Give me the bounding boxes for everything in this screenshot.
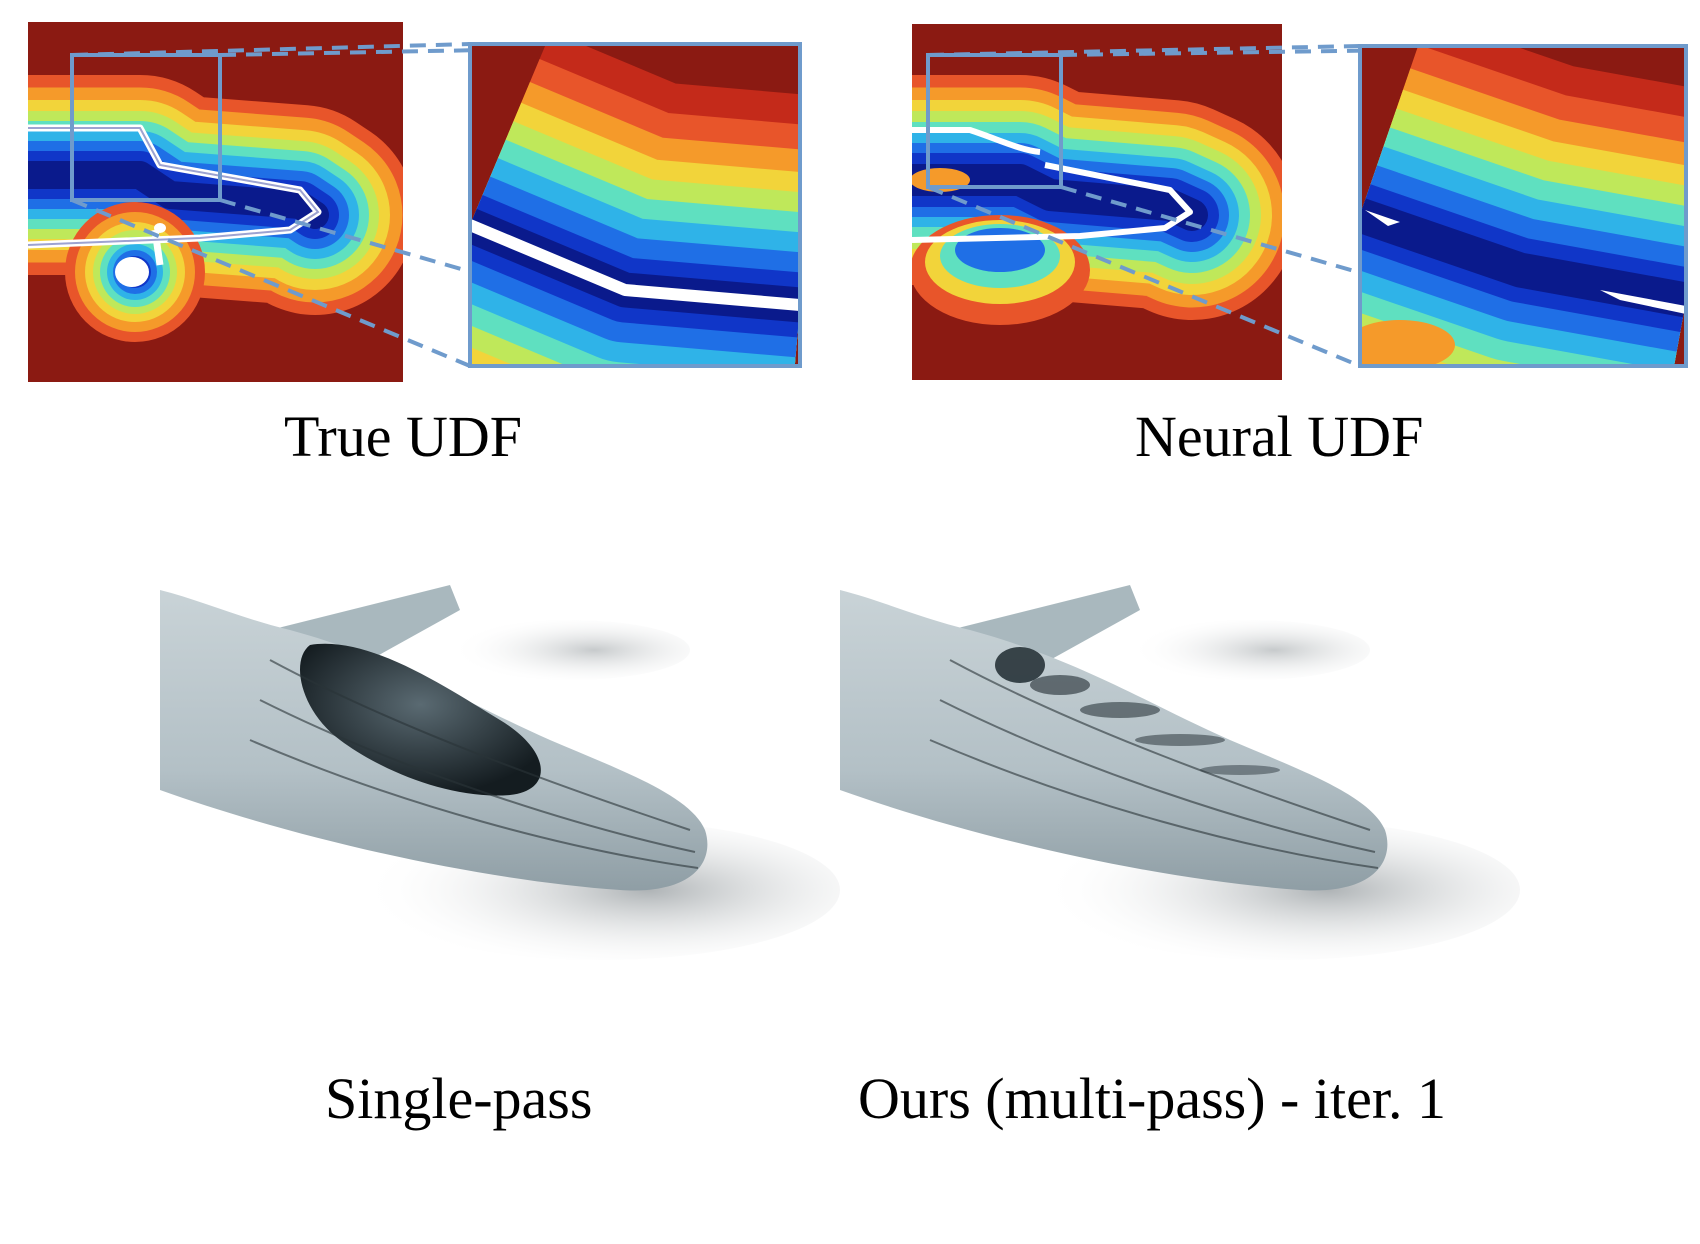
true-udf-caption: True UDF: [284, 404, 522, 469]
surface-artifacts: [995, 647, 1280, 775]
neural-udf-caption: Neural UDF: [1135, 404, 1424, 469]
true-udf-inset: [470, 44, 800, 366]
neural-udf-field: [912, 24, 1282, 380]
surface-hole: [300, 643, 541, 796]
neural-udf-heatmap: [912, 24, 1688, 380]
single-pass-render: [160, 585, 840, 960]
true-udf-heatmap: [28, 22, 802, 382]
single-pass-caption: Single-pass: [325, 1066, 593, 1131]
multi-pass-caption: Ours (multi-pass) - iter. 1: [858, 1066, 1446, 1131]
fuselage: [840, 590, 1388, 891]
true-udf-inset-frame: [468, 42, 802, 368]
neural-udf-inset-frame: [1358, 44, 1688, 368]
multi-pass-panel: Ours (multi-pass) - iter. 1: [830, 585, 1550, 1210]
neural-udf-inset: [1360, 46, 1686, 366]
multi-pass-render: [840, 585, 1520, 960]
zoom-region-box: [70, 53, 222, 202]
true-udf-field: [28, 22, 403, 382]
single-pass-panel: Single-pass: [150, 585, 840, 1210]
neural-udf-panel: Neural UDF: [880, 0, 1700, 466]
true-udf-panel: True UDF: [0, 0, 820, 466]
